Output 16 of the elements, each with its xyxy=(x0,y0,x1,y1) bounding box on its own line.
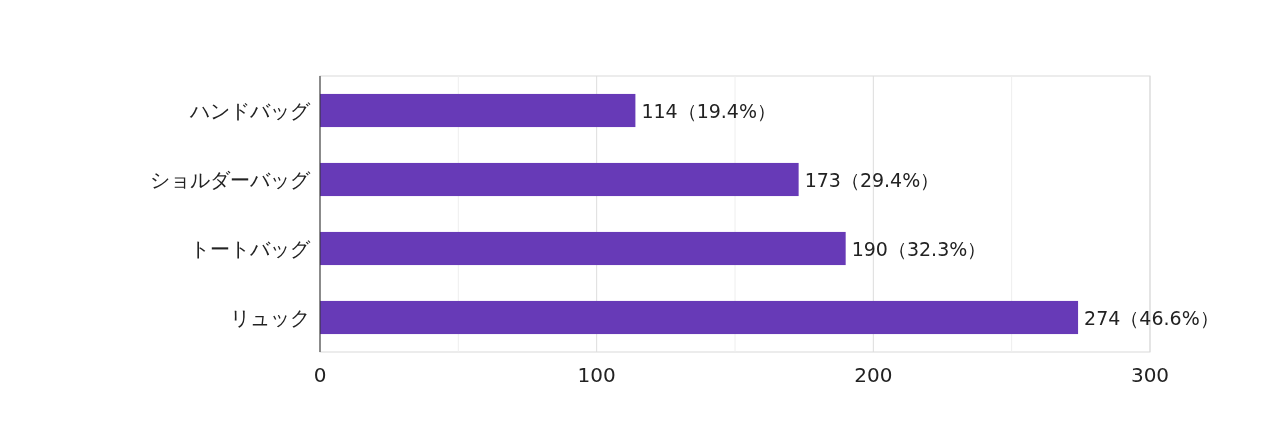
y-tick-label: ハンドバッグ xyxy=(189,98,311,123)
y-tick-label: ショルダーバッグ xyxy=(150,167,311,192)
x-tick-label: 300 xyxy=(1130,363,1170,387)
data-label: 173（29.4%） xyxy=(804,168,940,191)
x-tick-label: 100 xyxy=(577,363,616,387)
data-label: 114（19.4%） xyxy=(641,99,777,122)
bar xyxy=(320,93,636,128)
bar xyxy=(320,162,799,197)
bar xyxy=(320,231,846,266)
x-tick-label: 0 xyxy=(313,363,327,387)
y-tick-label: トートバッグ xyxy=(190,236,311,261)
data-label: 190（32.3%） xyxy=(851,237,987,260)
data-label: 274（46.6%） xyxy=(1084,306,1219,329)
x-tick-label: 200 xyxy=(854,363,893,387)
bar xyxy=(320,300,1079,335)
y-tick-label: リュック xyxy=(230,305,310,330)
